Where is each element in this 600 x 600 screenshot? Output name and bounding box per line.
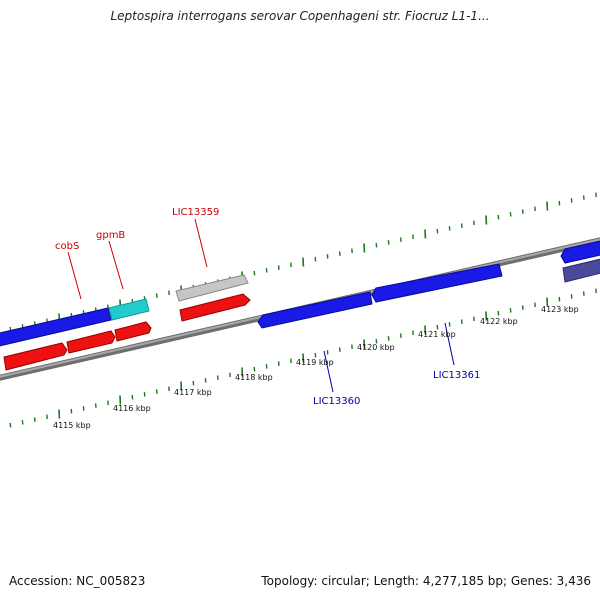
- scale-label-4123: 4123 kbp: [541, 305, 579, 314]
- gene-label-LIC13360[interactable]: LIC13360: [313, 396, 360, 407]
- scale-label-4117: 4117 kbp: [174, 388, 212, 397]
- gene-LIC13359-reverse[interactable]: [179, 293, 251, 322]
- gene-LIC13360[interactable]: [257, 291, 373, 329]
- scale-label-4115: 4115 kbp: [53, 421, 91, 430]
- scale-label-4120: 4120 kbp: [357, 343, 395, 352]
- scale-label-4121: 4121 kbp: [418, 330, 456, 339]
- genome-summary-text: Topology: circular; Length: 4,277,185 bp…: [261, 574, 591, 588]
- gene-right-dark[interactable]: [562, 258, 600, 283]
- label-leaders: [67, 218, 455, 393]
- scale-label-4118: 4118 kbp: [235, 373, 273, 382]
- gene-cobS-reverse[interactable]: [3, 342, 68, 371]
- scale-label-4122: 4122 kbp: [480, 317, 518, 326]
- scale-label-4116: 4116 kbp: [113, 404, 151, 413]
- gene-cobS-forward[interactable]: [0, 307, 112, 347]
- gene-label-LIC13359[interactable]: LIC13359: [172, 207, 219, 218]
- gene-label-gpmB[interactable]: gpmB: [96, 230, 125, 241]
- scale-label-4119: 4119 kbp: [296, 358, 334, 367]
- gene-right-forward[interactable]: [560, 240, 600, 264]
- gene-LIC13359[interactable]: [175, 274, 249, 302]
- gene-reverse-2[interactable]: [66, 330, 116, 354]
- gene-label-cobS[interactable]: cobS: [55, 241, 79, 252]
- lower-tick-track: [9, 288, 597, 428]
- gene-LIC13361[interactable]: [371, 263, 503, 303]
- gene-gpmB-reverse[interactable]: [114, 321, 152, 342]
- genome-title: Leptospira interrogans serovar Copenhage…: [110, 9, 490, 23]
- accession-text: Accession: NC_005823: [9, 574, 146, 588]
- gene-gpmB-forward[interactable]: [108, 298, 150, 321]
- gene-label-LIC13361[interactable]: LIC13361: [433, 370, 480, 381]
